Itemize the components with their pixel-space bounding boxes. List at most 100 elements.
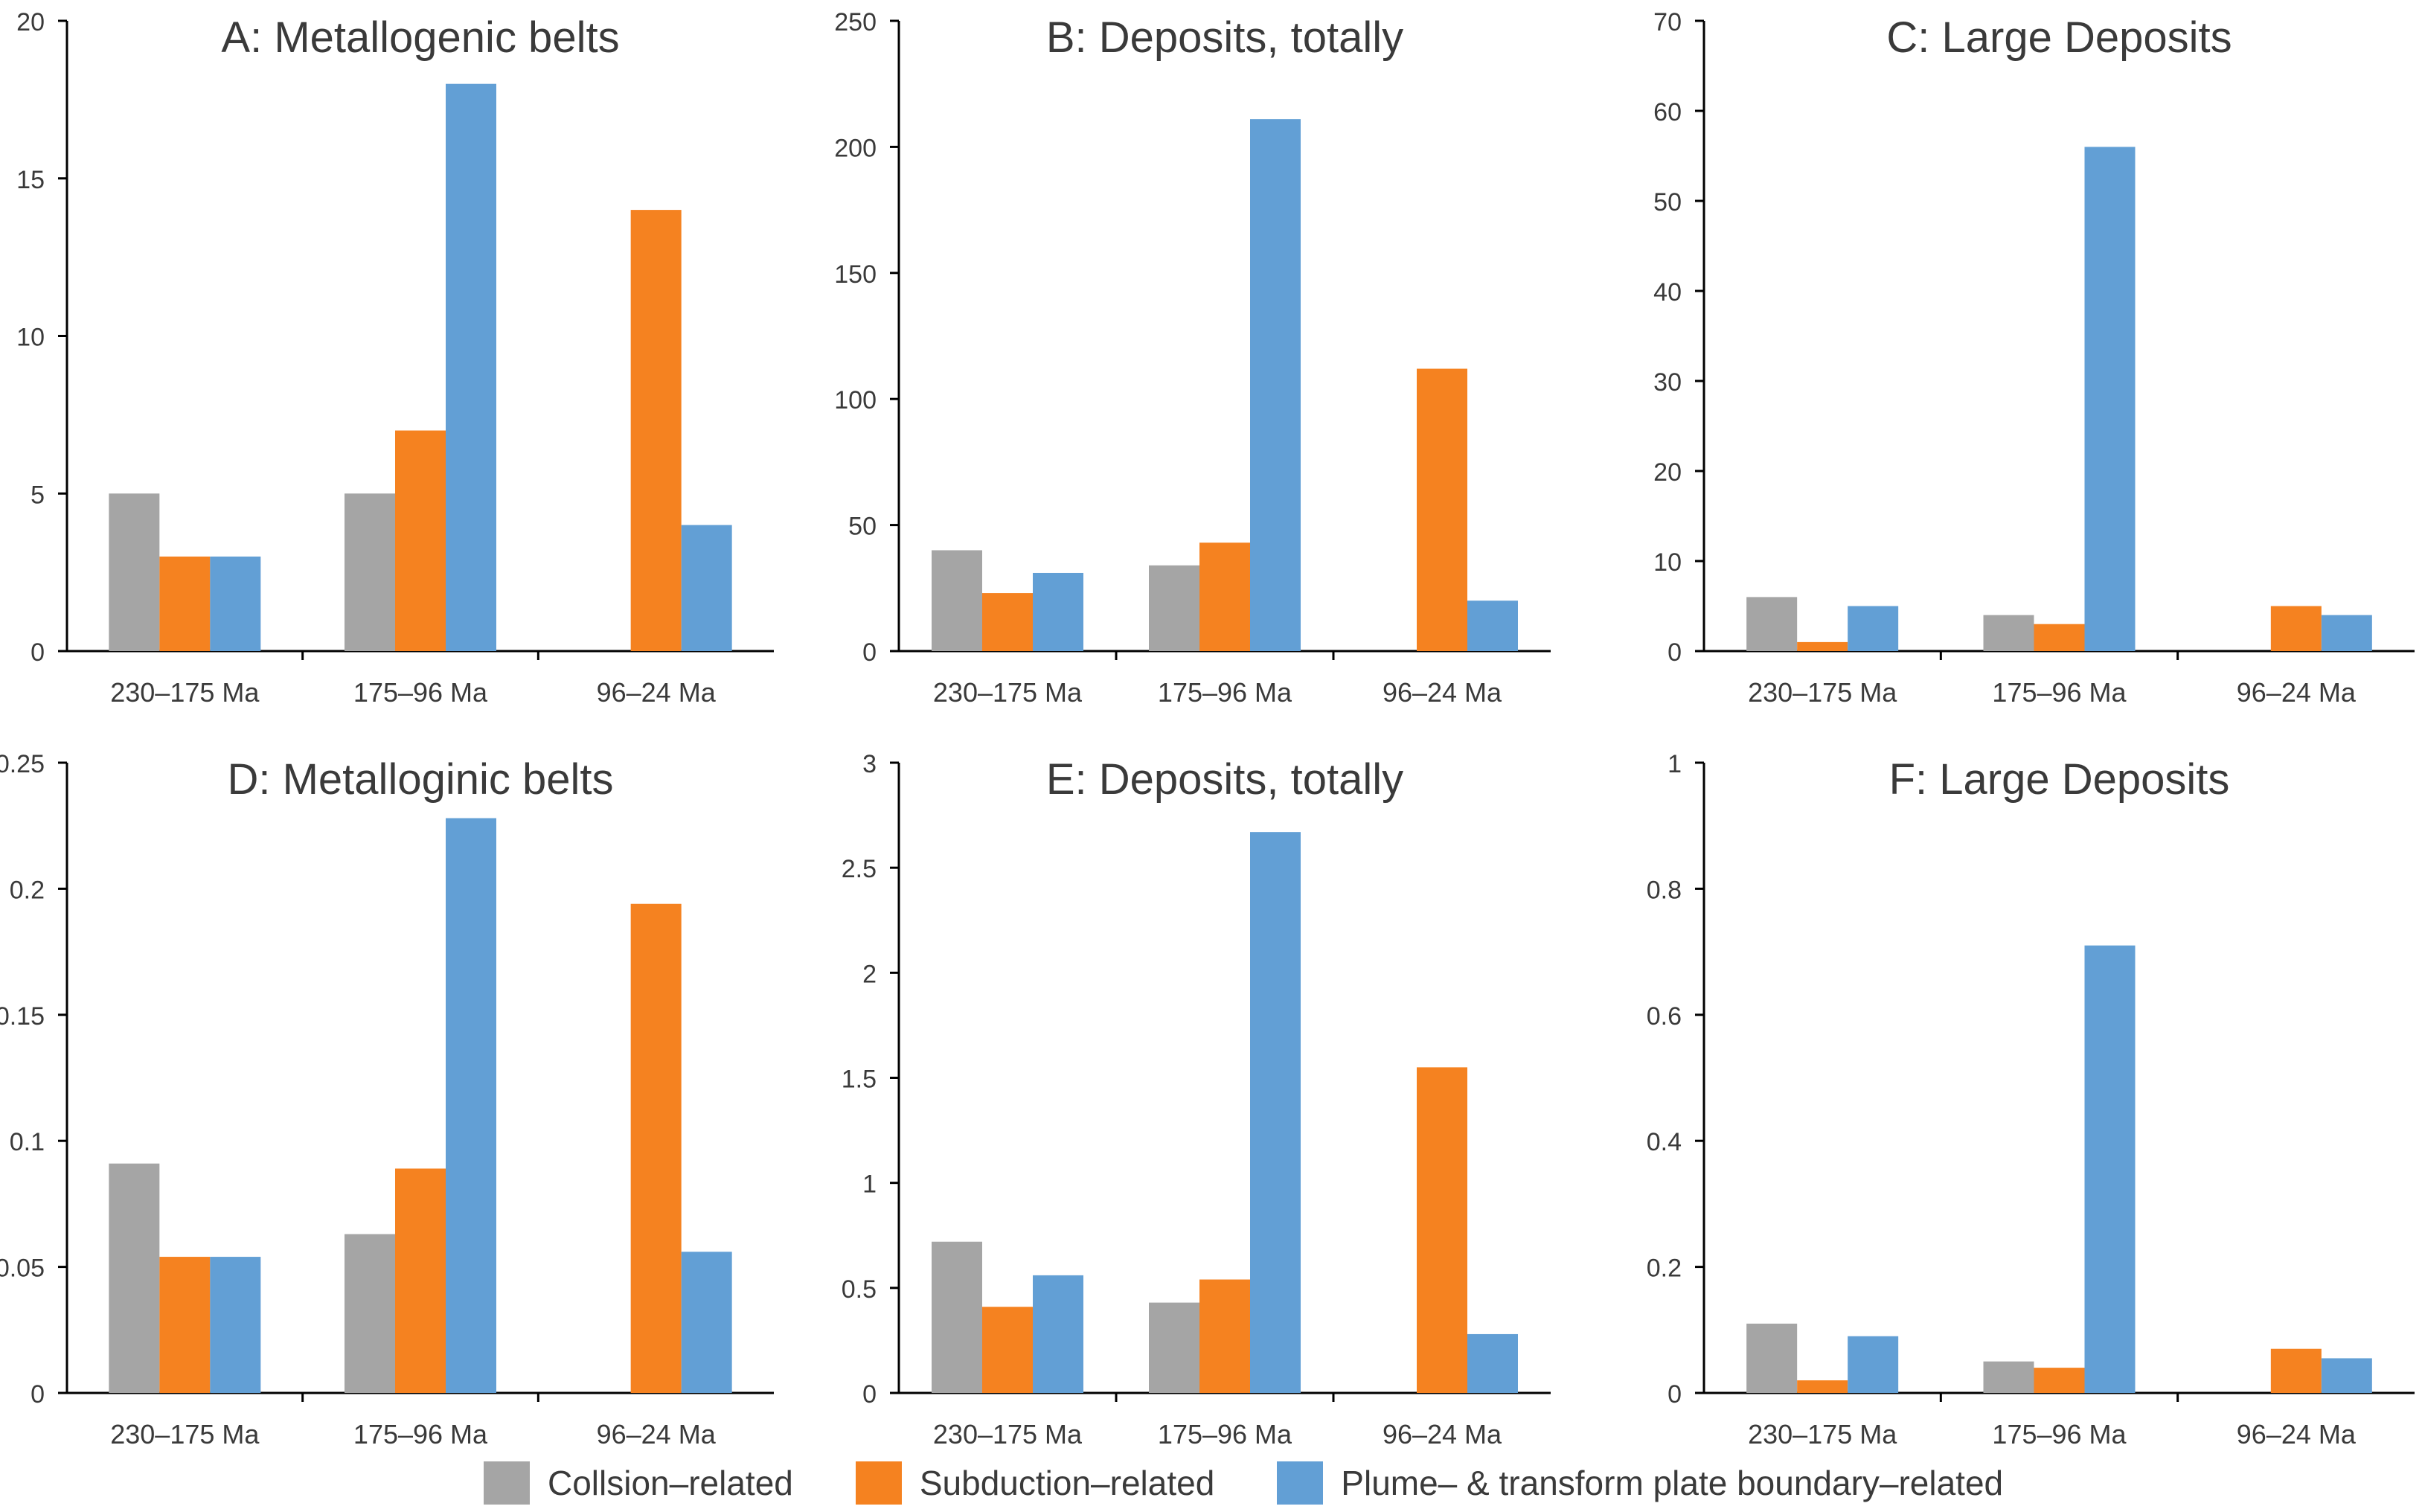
chart-title-f: F: Large Deposits [1889, 755, 2230, 804]
x-tick-label-b: 175–96 Ma [1158, 677, 1292, 708]
bar-f-subduction [1797, 1380, 1848, 1393]
bar-f-subduction [2034, 1368, 2085, 1393]
x-tick-label-e: 175–96 Ma [1158, 1419, 1292, 1449]
bar-b-subduction [1199, 542, 1250, 651]
bar-f-plume [2321, 1358, 2372, 1393]
legend-swatch-collision [484, 1461, 530, 1505]
y-tick-label-c: 30 [1653, 368, 1682, 397]
y-tick-label-f: 0 [1667, 1380, 1682, 1409]
legend-item-collision: Collsion–related [484, 1461, 793, 1505]
y-tick-label-c: 60 [1653, 98, 1682, 126]
bar-f-plume [1848, 1336, 1899, 1393]
bar-c-collision [1983, 615, 2034, 651]
bar-f-collision [1983, 1361, 2034, 1393]
bar-d-collision [109, 1163, 160, 1393]
bar-b-subduction [982, 593, 1033, 651]
y-tick-label-d: 0 [31, 1380, 45, 1409]
bar-d-plume [681, 1252, 732, 1393]
x-tick-label-c: 175–96 Ma [1992, 677, 2127, 708]
y-tick-label-c: 40 [1653, 278, 1682, 307]
y-tick-label-b: 50 [848, 513, 877, 541]
x-tick-label-c: 230–175 Ma [1748, 677, 1897, 708]
legend-label-subduction: Subduction–related [919, 1464, 1215, 1502]
x-tick-label-f: 230–175 Ma [1748, 1419, 1897, 1449]
y-tick-label-e: 1.5 [842, 1066, 877, 1094]
y-tick-label-a: 5 [31, 481, 45, 509]
bar-a-plume [681, 525, 732, 651]
y-tick-label-f: 0.4 [1647, 1128, 1682, 1156]
chart-title-e: E: Deposits, totally [1046, 755, 1403, 804]
y-tick-label-c: 50 [1653, 188, 1682, 217]
y-tick-label-e: 0 [862, 1380, 877, 1409]
bar-e-plume [1467, 1333, 1518, 1393]
y-tick-label-b: 100 [834, 386, 877, 414]
bar-f-subduction [2270, 1348, 2322, 1393]
bar-e-collision [932, 1241, 982, 1393]
bar-d-plume [210, 1257, 261, 1393]
y-tick-label-d: 0.15 [0, 1002, 45, 1031]
bar-d-subduction [159, 1257, 211, 1393]
y-tick-label-b: 0 [862, 638, 877, 667]
bar-c-subduction [2034, 624, 2085, 651]
legend-label-plume: Plume– & transform plate boundary–relate… [1341, 1464, 2004, 1502]
bar-e-subduction [982, 1307, 1033, 1393]
y-tick-label-e: 2 [862, 960, 877, 988]
x-tick-label-e: 96–24 Ma [1383, 1419, 1502, 1449]
legend-swatch-subduction [855, 1461, 902, 1505]
y-tick-label-c: 70 [1653, 8, 1682, 36]
bar-f-collision [1746, 1323, 1798, 1393]
y-tick-label-d: 0.25 [0, 750, 45, 778]
y-tick-label-b: 150 [834, 260, 877, 289]
y-tick-label-f: 0.2 [1647, 1255, 1682, 1283]
bar-c-subduction [2270, 606, 2322, 651]
chart-panel-b: 0 50 100 150 200 250 230–175 Ma 175–96 Ma 96–24 … [834, 8, 1551, 708]
bar-c-plume [2321, 615, 2372, 651]
bar-a-subduction [630, 210, 682, 652]
bar-a-plume [210, 556, 261, 651]
legend-label-collision: Collsion–related [548, 1464, 793, 1502]
chart-panel-d: 0 0.05 0.1 0.15 0.2 0.25 230–175 Ma 175–96 Ma 96… [0, 750, 774, 1449]
bar-d-plume [446, 818, 496, 1393]
y-tick-label-a: 0 [31, 638, 45, 667]
legend-item-subduction: Subduction–related [855, 1461, 1215, 1505]
x-tick-label-f: 96–24 Ma [2237, 1419, 2357, 1449]
y-tick-label-c: 10 [1653, 548, 1682, 577]
chart-panel-a: 0 5 10 15 20 230–175 Ma 175–96 Ma 96–24 Ma A: Me… [16, 8, 774, 708]
bar-e-subduction [1417, 1067, 1467, 1393]
bar-d-subduction [630, 903, 682, 1393]
bar-d-collision [345, 1234, 395, 1393]
bar-d-subduction [395, 1168, 446, 1393]
bar-c-plume [2084, 147, 2136, 651]
y-tick-label-c: 20 [1653, 458, 1682, 487]
chart-title-c: C: Large Deposits [1886, 13, 2232, 62]
y-tick-label-a: 20 [16, 8, 45, 36]
chart-title-a: A: Metallogenic belts [221, 13, 619, 62]
legend: Collsion–related Subduction–related Plum… [484, 1457, 2195, 1509]
y-tick-label-c: 0 [1667, 638, 1682, 667]
x-tick-label-b: 230–175 Ma [933, 677, 1083, 708]
bar-b-collision [1149, 565, 1199, 651]
chart-panel-e: 0 0.5 1 1.5 2 2.5 3 230–175 Ma 175–96 Ma 96–24 Ma… [842, 750, 1551, 1449]
x-tick-label-d: 230–175 Ma [110, 1419, 260, 1449]
bar-e-collision [1149, 1302, 1199, 1393]
bar-f-plume [2084, 945, 2136, 1393]
x-tick-label-d: 96–24 Ma [597, 1419, 717, 1449]
chart-panel-f: 0 0.2 0.4 0.6 0.8 1 230–175 Ma 175–96 Ma 96–24 M… [1647, 750, 2415, 1449]
bar-e-subduction [1199, 1279, 1250, 1393]
legend-swatch-plume [1277, 1461, 1324, 1505]
bar-a-collision [109, 493, 160, 651]
x-tick-label-e: 230–175 Ma [933, 1419, 1083, 1449]
x-tick-label-a: 96–24 Ma [597, 677, 717, 708]
legend-item-plume: Plume– & transform plate boundary–relate… [1277, 1461, 2003, 1505]
y-tick-label-d: 0.05 [0, 1255, 45, 1283]
x-tick-label-c: 96–24 Ma [2237, 677, 2357, 708]
bar-c-collision [1746, 597, 1798, 651]
x-tick-label-a: 175–96 Ma [353, 677, 488, 708]
y-tick-label-a: 10 [16, 324, 45, 352]
x-tick-label-a: 230–175 Ma [110, 677, 260, 708]
bar-c-subduction [1797, 641, 1848, 651]
y-tick-label-d: 0.1 [10, 1128, 45, 1156]
chart-panel-c: 0 10 20 30 40 50 60 70 230–175 Ma 175–96 Ma 96–24 … [1653, 8, 2415, 708]
y-tick-label-e: 0.5 [842, 1275, 877, 1304]
